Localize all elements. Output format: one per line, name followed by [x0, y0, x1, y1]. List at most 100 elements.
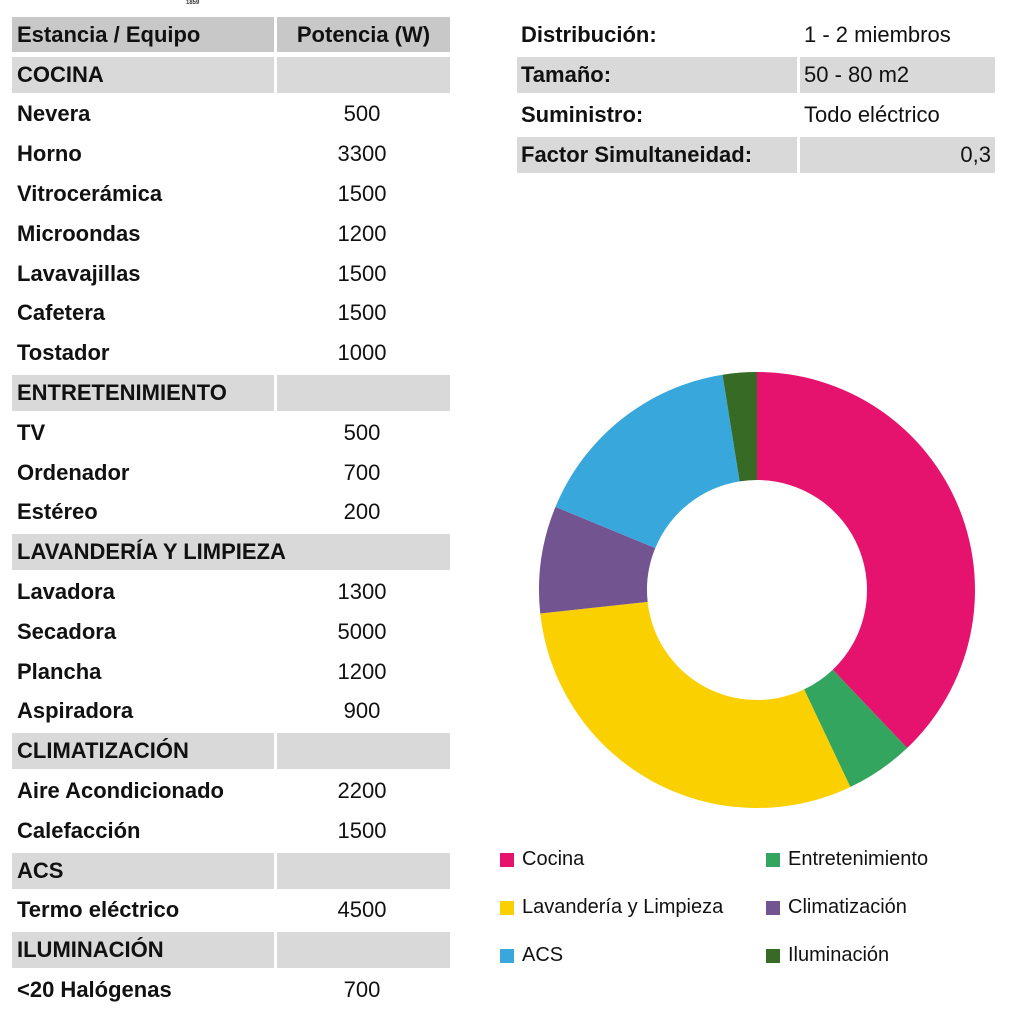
category-label: LAVANDERÍA Y LIMPIEZA — [12, 534, 450, 571]
table-row: Tostador 1000 — [12, 333, 450, 373]
table-row: Calefacción 1500 — [12, 811, 450, 851]
category-row: CLIMATIZACIÓN — [12, 731, 450, 771]
table-row: Lavadora 1300 — [12, 572, 450, 612]
equipment-power-table: Estancia / Equipo Potencia (W) COCINA Nev… — [12, 15, 450, 1010]
equipment-label: Termo eléctrico — [17, 897, 180, 923]
legend-item: Cocina — [500, 848, 584, 871]
power-value: 1500 — [337, 260, 387, 286]
table-row: Horno 3300 — [12, 134, 450, 174]
legend-label: Iluminación — [788, 944, 890, 966]
donut-slice-lavander-a-y-limpieza — [540, 601, 851, 808]
info-value: 0,3 — [800, 137, 995, 173]
equipment-label: Aspiradora — [17, 698, 134, 724]
equipment-label: TV — [17, 419, 46, 445]
equipment-label: Lavavajillas — [17, 260, 141, 286]
category-label: COCINA — [12, 56, 274, 93]
table-row: Aspiradora 900 — [12, 692, 450, 732]
power-value: 3300 — [337, 141, 387, 167]
info-key: Distribución: — [521, 22, 657, 47]
table-row: Lavavajillas 1500 — [12, 254, 450, 294]
info-row: Distribución: 1 - 2 miembros — [517, 15, 995, 55]
table-row: Termo eléctrico 4500 — [12, 891, 450, 931]
legend-swatch — [500, 900, 514, 915]
info-key: Suministro: — [521, 102, 644, 127]
equipment-label: Vitrocerámica — [17, 181, 163, 207]
power-value: 1500 — [337, 181, 387, 207]
equipment-label: Horno — [17, 141, 82, 167]
power-value: 1500 — [337, 817, 387, 843]
power-value: 4500 — [337, 897, 387, 923]
legend-swatch — [500, 948, 514, 963]
equipment-label: Aire Acondicionado — [17, 778, 224, 804]
legend-swatch — [766, 948, 780, 963]
info-value: 1 - 2 miembros — [804, 22, 951, 47]
equipment-label: Microondas — [17, 220, 141, 246]
category-power-cell — [277, 375, 450, 412]
legend-swatch — [766, 900, 780, 915]
equipment-label: Tostador — [17, 340, 110, 366]
legend-item: Climatización — [766, 896, 907, 919]
category-row: COCINA — [12, 55, 450, 95]
power-value: 5000 — [337, 618, 387, 644]
power-value: 700 — [343, 977, 381, 1003]
equipment-label: Secadora — [17, 618, 117, 644]
equipment-label: Cafetera — [17, 300, 106, 326]
power-value: 500 — [343, 419, 381, 445]
info-row: Factor Simultaneidad: 0,3 — [517, 135, 995, 175]
power-value: 1300 — [337, 579, 387, 605]
power-value: 1200 — [337, 658, 387, 684]
info-row: Tamaño: 50 - 80 m2 — [517, 55, 995, 95]
table-row: <20 Halógenas 700 — [12, 970, 450, 1010]
table-row: Microondas 1200 — [12, 214, 450, 254]
power-value: 2200 — [337, 778, 387, 804]
category-power-cell — [277, 852, 450, 889]
equipment-label: Ordenador — [17, 459, 130, 485]
table-row: Vitrocerámica 1500 — [12, 174, 450, 214]
legend-item: Lavandería y Limpieza — [500, 896, 723, 919]
legend-swatch — [766, 852, 780, 867]
table-row: Plancha 1200 — [12, 652, 450, 692]
legend-label: Climatización — [788, 896, 907, 918]
category-label: ENTRETENIMIENTO — [12, 375, 274, 412]
column-header-equipment: Estancia / Equipo — [12, 17, 274, 53]
category-power-cell — [277, 56, 450, 93]
legend-label: Cocina — [522, 848, 585, 870]
power-value: 900 — [343, 698, 381, 724]
power-value: 500 — [343, 101, 381, 127]
small-header-text: 1859 — [186, 0, 200, 6]
table-row: Cafetera 1500 — [12, 294, 450, 334]
legend-label: ACS — [522, 944, 564, 966]
legend-label: Lavandería y Limpieza — [522, 896, 724, 918]
table-row: Ordenador 700 — [12, 453, 450, 493]
equipment-label: <20 Halógenas — [17, 977, 172, 1003]
category-power-cell — [277, 733, 450, 770]
column-header-power: Potencia (W) — [277, 17, 450, 53]
legend-item: Iluminación — [766, 944, 889, 967]
table-row: Aire Acondicionado 2200 — [12, 771, 450, 811]
category-label: CLIMATIZACIÓN — [12, 733, 274, 770]
legend-item: ACS — [500, 944, 563, 967]
category-row: ACS — [12, 851, 450, 891]
info-key: Tamaño: — [517, 57, 797, 93]
category-power-cell — [277, 932, 450, 969]
table-row: Nevera 500 — [12, 95, 450, 135]
category-row: ENTRETENIMIENTO — [12, 373, 450, 413]
table-row: Secadora 5000 — [12, 612, 450, 652]
donut-slice-entretenimiento — [804, 669, 908, 788]
category-label: ACS — [12, 852, 274, 889]
donut-slice-acs — [555, 374, 740, 549]
table-row: Estéreo 200 — [12, 493, 450, 533]
equipment-label: Nevera — [17, 101, 91, 127]
power-value: 200 — [343, 499, 381, 525]
equipment-label: Estéreo — [17, 499, 98, 525]
equipment-label: Calefacción — [17, 817, 141, 843]
household-info-table: Distribución: 1 - 2 miembros Tamaño: 50 - 8… — [517, 15, 995, 175]
info-row: Suministro: Todo eléctrico — [517, 95, 995, 135]
info-value: Todo eléctrico — [804, 102, 940, 127]
consumption-donut-chart — [539, 372, 975, 808]
table-header: Estancia / Equipo Potencia (W) — [12, 15, 450, 55]
category-row: LAVANDERÍA Y LIMPIEZA — [12, 532, 450, 572]
legend-label: Entretenimiento — [788, 848, 929, 870]
equipment-label: Plancha — [17, 658, 102, 684]
category-label: ILUMINACIÓN — [12, 932, 274, 969]
